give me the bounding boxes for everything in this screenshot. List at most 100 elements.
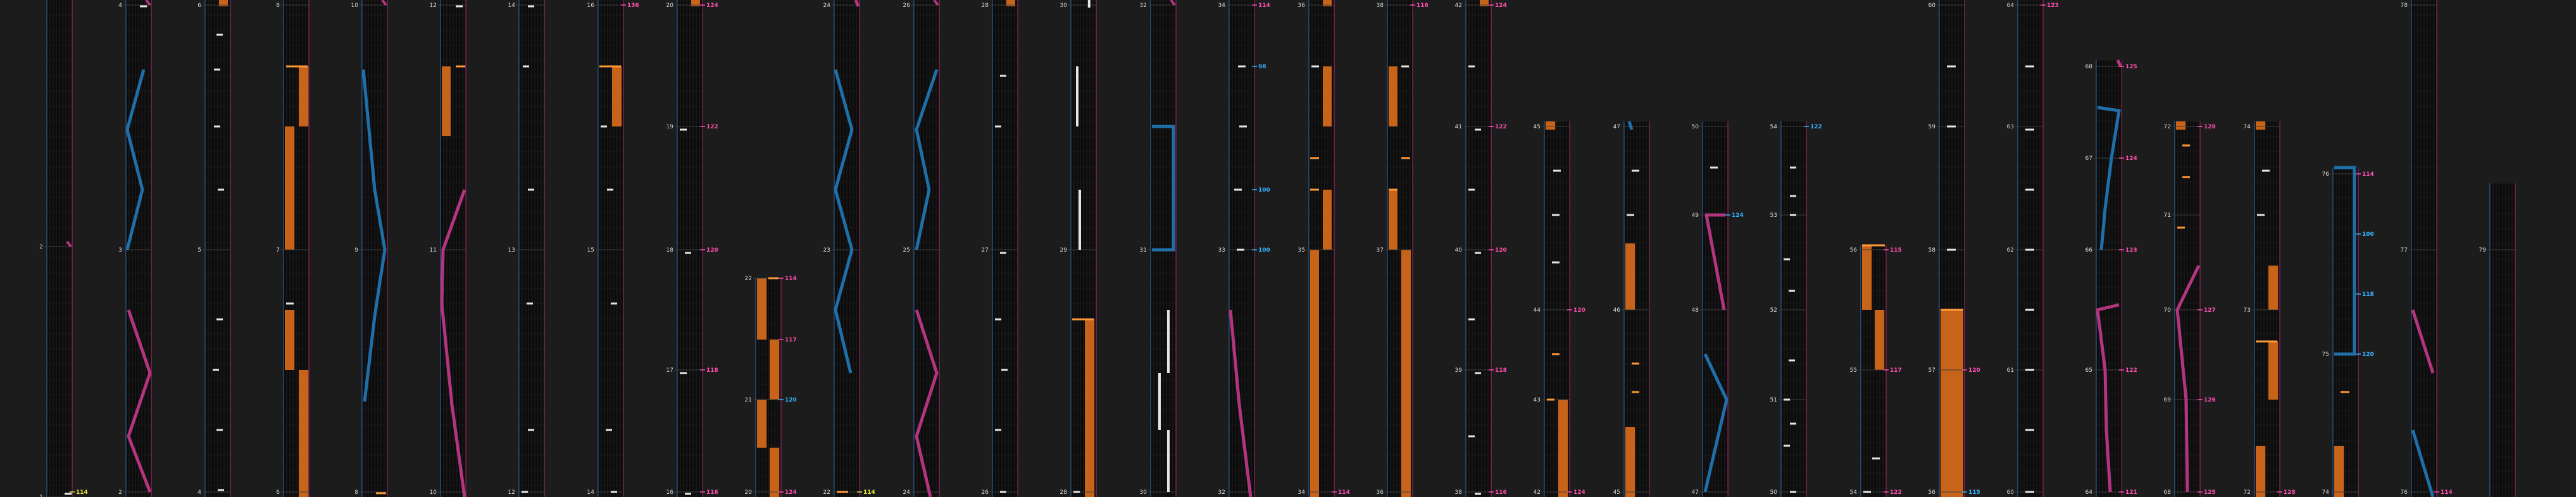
- measure-number: 60: [2007, 489, 2015, 496]
- lane-label: 114: [1338, 489, 1350, 496]
- tap-note: [1790, 195, 1796, 197]
- measure-number: 25: [903, 247, 910, 254]
- hold-note: [1085, 319, 1095, 497]
- tap-note: [995, 125, 1001, 128]
- hold-note: [2334, 446, 2344, 497]
- lane-label: 120: [785, 397, 797, 403]
- measure-number: 24: [903, 489, 911, 496]
- slide-path: [1229, 309, 1253, 497]
- measure-number: 33: [1218, 247, 1225, 254]
- note-lane: 76 75 74 114 100 118 120: [2322, 166, 2374, 497]
- measure-number: 44: [1534, 307, 1541, 314]
- measure-number: 36: [1377, 489, 1384, 496]
- tap-note: [1073, 491, 1080, 493]
- tap-note: [1000, 491, 1006, 493]
- measure-number: 48: [1692, 307, 1699, 314]
- tap-note: [527, 302, 533, 305]
- lane-label: 120: [1495, 247, 1507, 254]
- tap-note: [522, 491, 528, 493]
- tap-note: [1001, 369, 1008, 371]
- hold-note: [1389, 190, 1397, 250]
- tap-note: [213, 369, 219, 371]
- slide-start-marker: [381, 0, 387, 6]
- hold-note: [442, 66, 451, 136]
- tap-note: [680, 128, 687, 131]
- tap-note: [2025, 248, 2034, 251]
- tap-note: [1475, 372, 1481, 374]
- measure-number: 27: [982, 247, 989, 254]
- tap-note: [1072, 318, 1094, 321]
- tap-note: [2256, 340, 2277, 343]
- tap-note: [2025, 65, 2034, 68]
- tap-note: [2341, 391, 2349, 393]
- lane-label: 116: [1495, 489, 1507, 496]
- lane-label: 123: [2125, 247, 2137, 254]
- measure-number: 59: [1929, 124, 1936, 130]
- tap-note: [1310, 188, 1319, 191]
- measure-number: 79: [2479, 247, 2487, 254]
- tap-note: [2025, 309, 2034, 311]
- slide-start-marker: [66, 240, 72, 248]
- tap-note: [214, 68, 220, 71]
- tap-note: [1789, 290, 1795, 292]
- slide-path: [2411, 309, 2435, 374]
- measure-number: 51: [1770, 397, 1777, 403]
- hold-note: [1310, 250, 1319, 497]
- lane-label: 124: [706, 3, 718, 9]
- tap-note: [376, 492, 386, 494]
- measure-number: 50: [1770, 489, 1778, 496]
- lane-label: 124: [785, 489, 797, 496]
- lane-label: 114: [863, 489, 875, 496]
- tap-note: [1784, 258, 1790, 261]
- measure-number: 32: [1218, 489, 1225, 496]
- slide-path: [125, 69, 146, 250]
- measure-number: 10: [430, 489, 437, 496]
- tap-note: [1790, 214, 1796, 216]
- slide-path: [1703, 353, 1729, 493]
- note-lane: 79: [2479, 183, 2516, 497]
- note-lane: 45 44 43 42 120 124: [1534, 121, 1585, 497]
- tap-note: [286, 302, 294, 305]
- measure-number: 28: [982, 3, 989, 9]
- note-lane: 64 63 62 61 60 123: [2007, 0, 2059, 497]
- hold-note: [219, 0, 228, 6]
- measure-number: 72: [2244, 489, 2251, 496]
- tap-note: [2182, 144, 2190, 147]
- lane-label: 121: [2125, 489, 2137, 496]
- measure-number: 12: [430, 3, 437, 9]
- measure-number: 26: [903, 3, 911, 9]
- lane-label: 114: [785, 276, 797, 282]
- hold-note: [1401, 250, 1411, 497]
- hold-note: [1389, 66, 1397, 126]
- tap-note: [837, 491, 848, 493]
- measure-number: 18: [666, 247, 674, 254]
- measure-number: 75: [2322, 352, 2329, 358]
- lane-label: 118: [1495, 367, 1507, 374]
- measure-number: 10: [351, 3, 359, 9]
- tap-note: [1789, 359, 1795, 362]
- hold-note: [1480, 0, 1489, 6]
- tap-note: [1627, 214, 1634, 216]
- note-lane: 2 1 114: [39, 0, 88, 497]
- measure-number: 38: [1455, 489, 1463, 496]
- measure-number: 30: [1060, 3, 1068, 9]
- measure-number: 14: [508, 3, 516, 9]
- tap-note: [1234, 188, 1242, 191]
- tap-note: [1632, 362, 1639, 365]
- note-lane: 56 55 54 115 117 122: [1850, 244, 1902, 497]
- tap-note: [1872, 457, 1880, 460]
- measure-number: 45: [1534, 124, 1541, 130]
- tap-note: [214, 125, 220, 128]
- measure-number: 29: [1060, 247, 1068, 254]
- lane-label: 123: [2047, 3, 2059, 9]
- tap-note: [140, 5, 147, 8]
- tap-note: [1310, 157, 1319, 159]
- tap-note: [611, 302, 617, 305]
- measure-number: 21: [745, 397, 752, 403]
- measure-number: 46: [1613, 307, 1621, 314]
- hold-note: [1323, 0, 1332, 6]
- tap-note: [1311, 65, 1319, 68]
- measure-number: 64: [2007, 3, 2015, 9]
- lane-label: 114: [1258, 3, 1270, 9]
- hold-note: [299, 370, 309, 497]
